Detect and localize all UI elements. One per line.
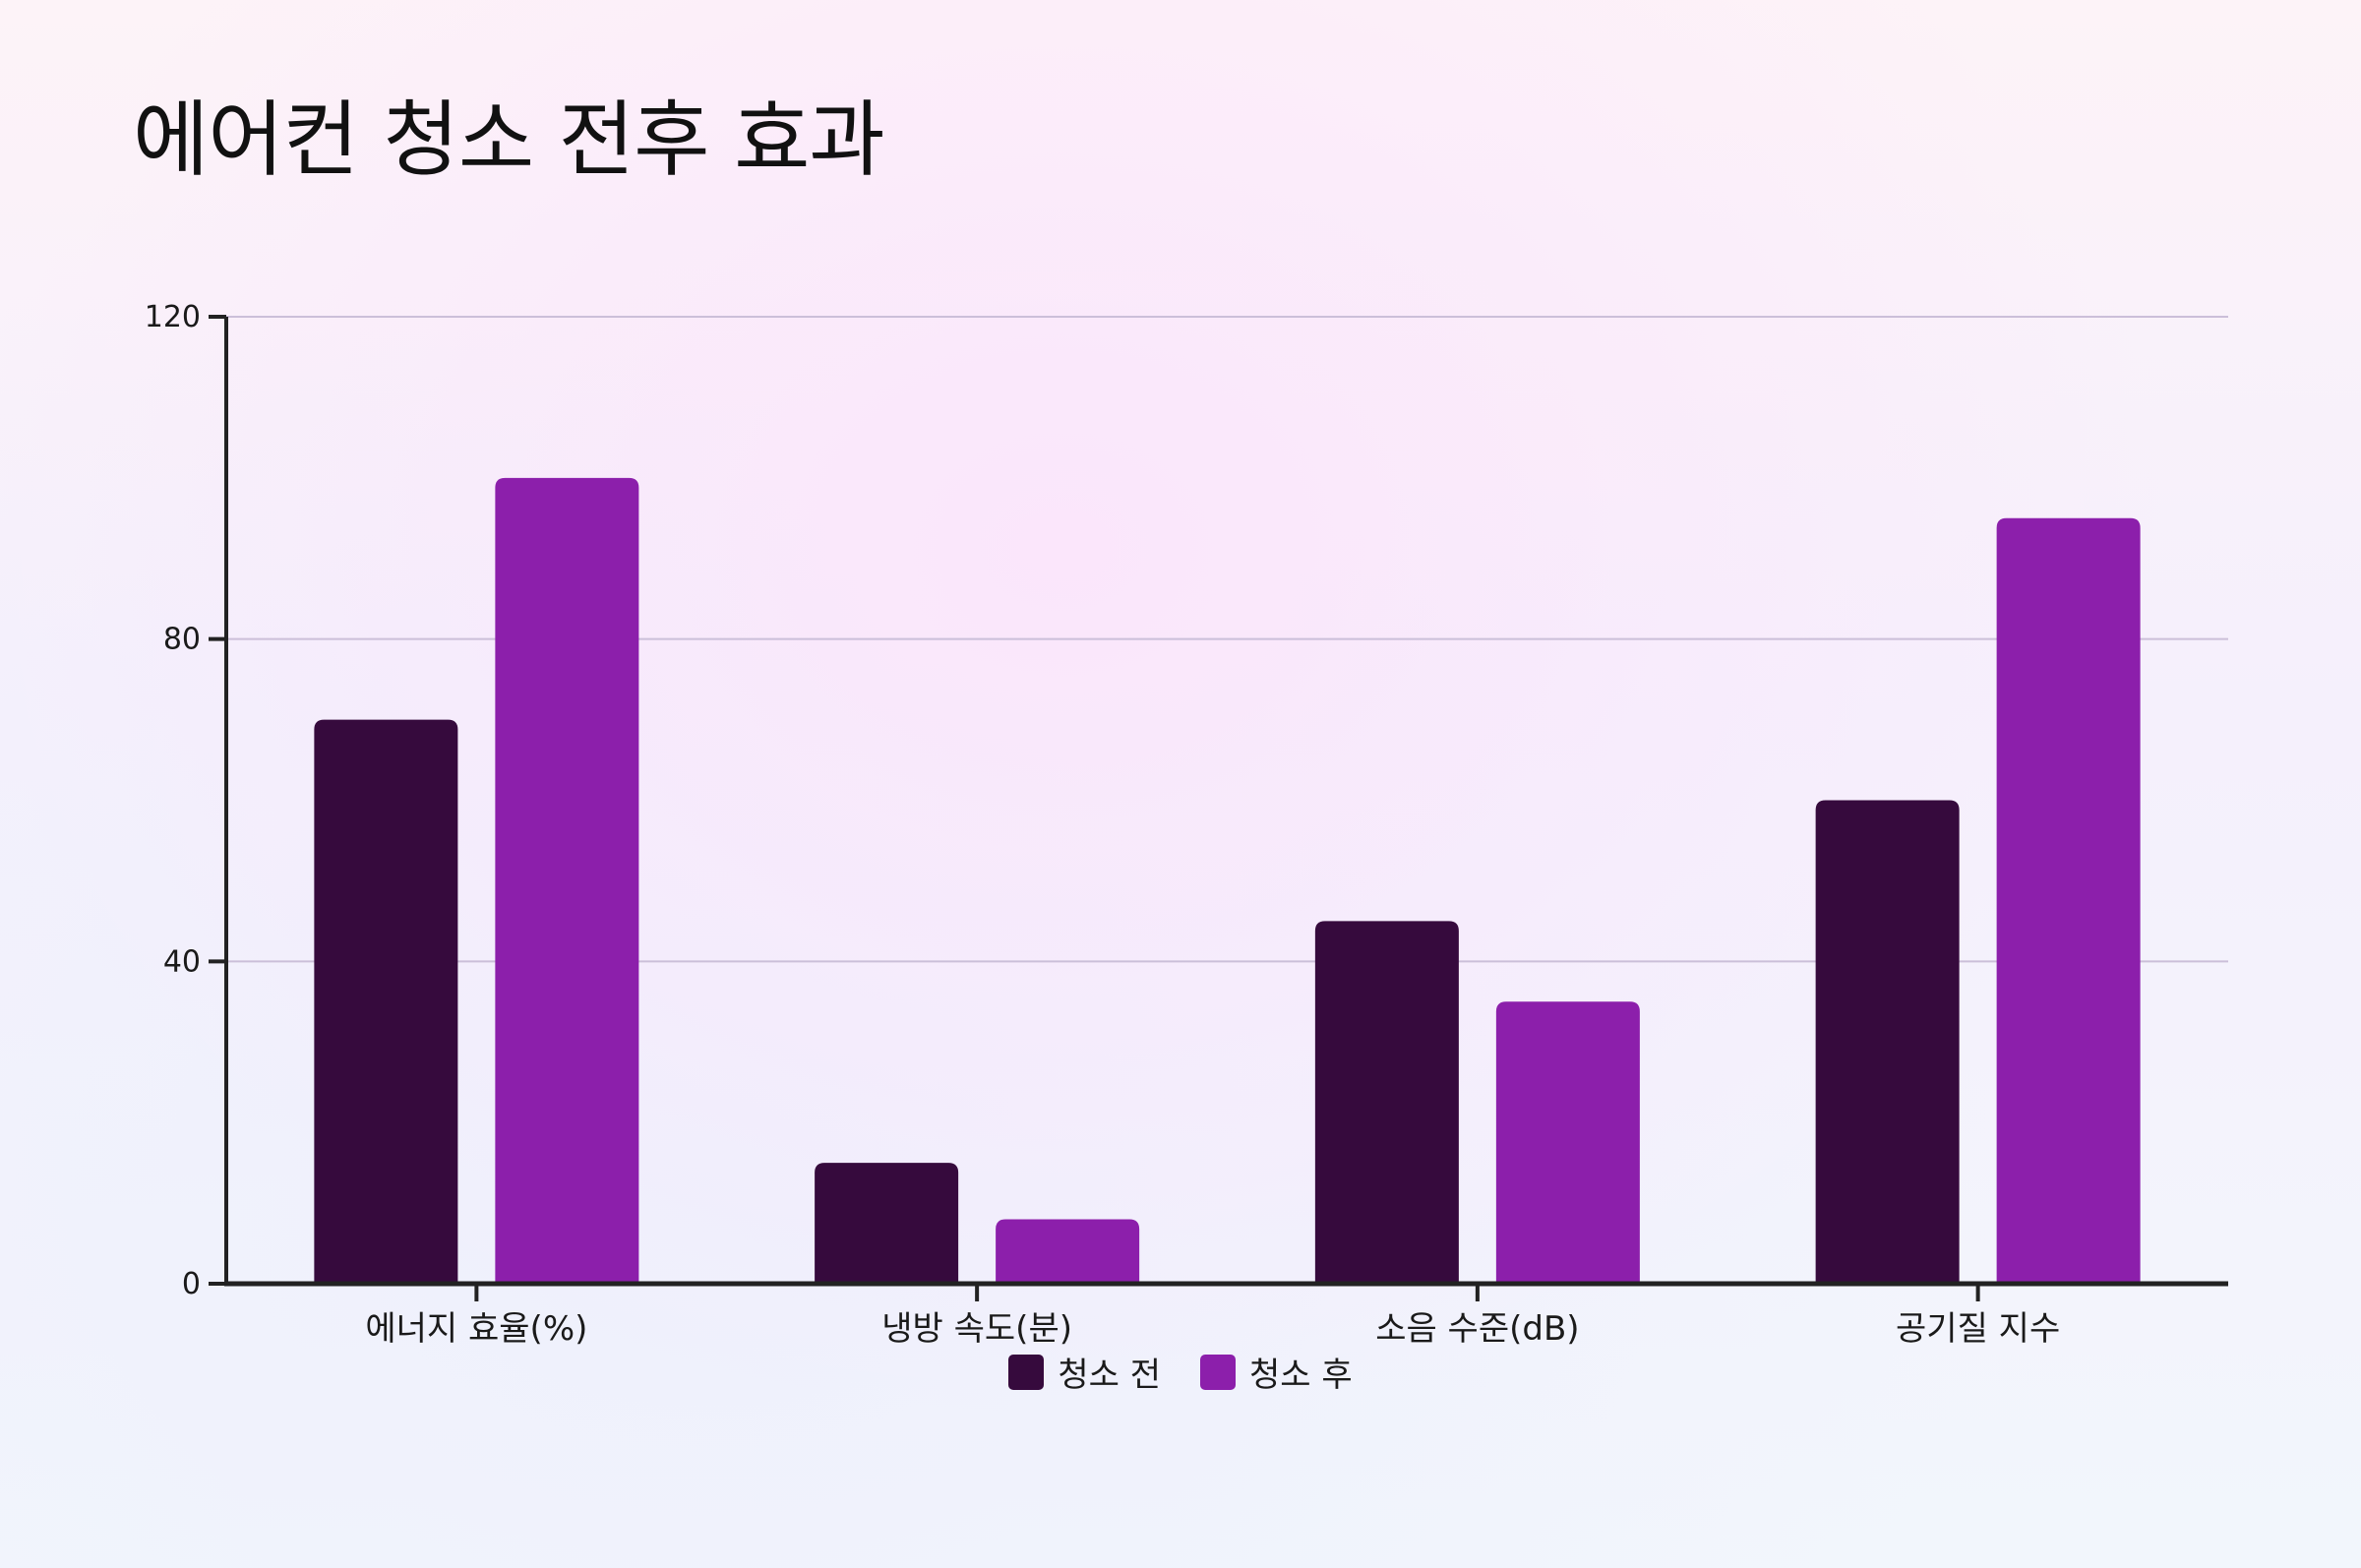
y-tick-label: 0 — [182, 1267, 201, 1301]
bar-before-2[interactable] — [815, 1163, 959, 1284]
legend-label-before: 청소 전 — [1058, 1356, 1161, 1395]
bar-after-1[interactable] — [495, 477, 639, 1284]
legend-label-after: 청소 후 — [1249, 1356, 1353, 1395]
axis-labels: 0 40 80 120 에너지 효율(%) 냉방 속도(분) 소음 수준(dB) 공기질 지수 — [145, 300, 2061, 1349]
legend-item-after[interactable]: 청소 후 — [1200, 1348, 1353, 1396]
y-tick-label: 80 — [163, 623, 201, 657]
y-tick-label: 40 — [163, 944, 201, 979]
x-tick-label: 소음 수준(dB) — [1375, 1309, 1579, 1349]
x-tick-label: 에너지 효율(%) — [365, 1309, 587, 1349]
legend: 청소 전 청소 후 — [0, 1348, 2361, 1396]
y-tick-label: 120 — [145, 300, 201, 334]
legend-item-before[interactable]: 청소 전 — [1008, 1348, 1161, 1396]
axes — [209, 315, 2228, 1301]
legend-swatch-before — [1008, 1354, 1045, 1390]
bar-after-3[interactable] — [1495, 1001, 1640, 1284]
bar-before-1[interactable] — [314, 719, 458, 1284]
bars — [314, 477, 2141, 1285]
x-tick-label: 냉방 속도(분) — [881, 1309, 1072, 1349]
bar-after-4[interactable] — [1996, 517, 2141, 1284]
page-title: 에어컨 청소 전후 효과 — [133, 91, 885, 188]
x-tick-label: 공기질 지수 — [1896, 1309, 2060, 1349]
legend-swatch-after — [1200, 1354, 1236, 1390]
bar-after-2[interactable] — [996, 1219, 1140, 1284]
bar-before-3[interactable] — [1314, 921, 1459, 1284]
bar-before-4[interactable] — [1815, 800, 1960, 1285]
